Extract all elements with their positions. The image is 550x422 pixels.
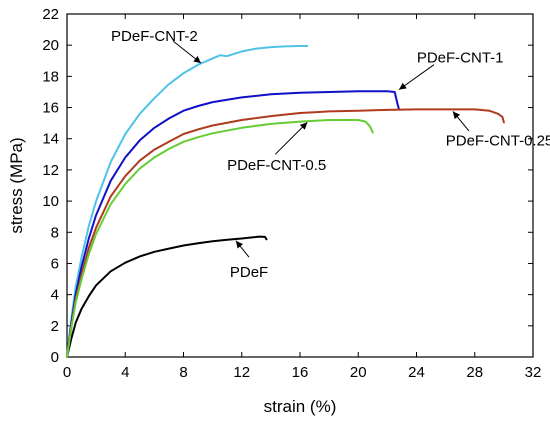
x-tick-label: 12: [233, 364, 250, 381]
y-tick-label: 18: [42, 68, 59, 85]
y-tick-label: 16: [42, 100, 59, 117]
x-tick-label: 32: [525, 364, 542, 381]
y-tick-label: 6: [51, 255, 59, 272]
y-tick-label: 4: [51, 287, 59, 304]
annotation-arrow-line: [274, 122, 308, 155]
y-tick-label: 10: [42, 193, 59, 210]
y-tick-label: 22: [42, 6, 59, 23]
x-tick-label: 20: [350, 364, 367, 381]
y-tick-label: 12: [42, 162, 59, 179]
x-tick-label: 0: [63, 364, 71, 381]
annotation-label: PDeF-CNT-0.5: [227, 157, 326, 174]
annotation-arrow-line: [398, 64, 435, 91]
y-tick-label: 8: [51, 224, 59, 241]
x-tick-label: 24: [408, 364, 425, 381]
series-line-pdef-cnt-0-25: [66, 108, 505, 358]
annotation-arrow-head: [235, 240, 244, 249]
annotation-arrow-head: [193, 56, 201, 64]
annotation-arrow-head: [399, 82, 407, 90]
y-axis-title: stress (MPa): [7, 137, 26, 233]
x-axis-title: strain (%): [264, 397, 337, 416]
annotation-label: PDeF: [230, 264, 268, 281]
series-line-pdef-cnt-0-5: [66, 119, 374, 358]
x-tick-label: 28: [466, 364, 483, 381]
annotations: PDeF-CNT-2 PDeF-CNT-1 PDeF-CNT-0.25 PDeF-CN…: [111, 28, 550, 281]
x-tick-label: 4: [121, 364, 129, 381]
annotation-label: PDeF-CNT-1: [417, 50, 504, 67]
series-line-pdef-cnt-2: [66, 45, 309, 358]
annotation-arrow-head: [452, 111, 461, 120]
y-tick-label: 14: [42, 131, 59, 148]
series-line-pdef: [66, 235, 268, 358]
x-tick-label: 8: [179, 364, 187, 381]
y-tick-label: 2: [51, 318, 59, 335]
annotation-label: PDeF-CNT-2: [111, 28, 198, 45]
x-tick-label: 16: [292, 364, 309, 381]
annotation-label: PDeF-CNT-0.25: [446, 132, 550, 149]
series-line-pdef-cnt-1: [66, 90, 400, 358]
annotation-arrow-head: [299, 122, 308, 130]
y-tick-label: 0: [51, 349, 59, 366]
series-lines: [66, 45, 505, 358]
y-tick-label: 20: [42, 37, 59, 54]
